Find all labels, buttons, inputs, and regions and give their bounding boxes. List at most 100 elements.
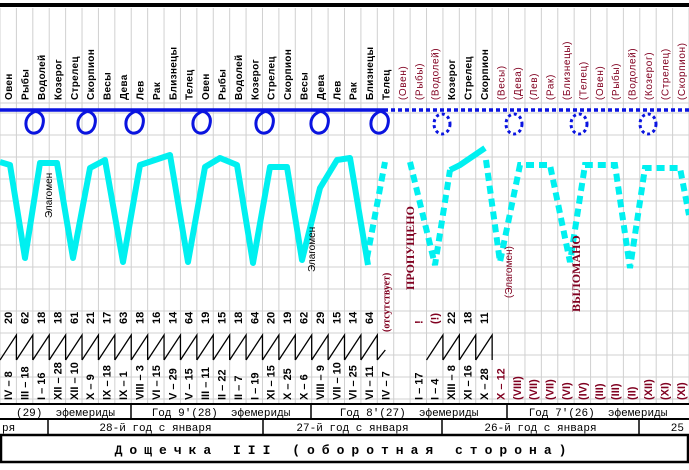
column-date: X – 9	[85, 374, 97, 400]
zigzag-segment	[311, 332, 329, 361]
column-date: (III)	[610, 383, 622, 400]
column-date: III – 11	[200, 367, 212, 400]
zigzag-segment	[147, 332, 165, 361]
zodiac-sign-label: (Стрелец)	[660, 48, 671, 100]
zodiac-sign-label: Скорпион	[480, 49, 491, 100]
zodiac-sign-label: Лев	[135, 80, 146, 100]
column-date: XI – 15	[266, 365, 278, 400]
zigzag-segment	[179, 332, 198, 361]
column-number: 18	[134, 312, 146, 324]
column-number: 63	[118, 312, 130, 324]
column-number: 61	[69, 312, 81, 324]
year-cell: 27-й год с января	[296, 423, 408, 435]
column-number: 20	[3, 312, 15, 324]
column-date: (VI)	[561, 382, 573, 400]
column-number: 16	[151, 312, 163, 324]
zodiac-sign-label: (Дева)	[513, 67, 524, 100]
column-date: (II)	[627, 386, 639, 400]
zodiac-sign-label: Телец	[382, 69, 393, 100]
wave-dashed	[483, 159, 689, 269]
column-date: VI – 11	[364, 366, 376, 400]
column-number: 62	[298, 312, 310, 324]
column-number: 18	[36, 312, 48, 324]
column-date: V – 15	[184, 368, 196, 400]
column-date: I – 4	[430, 378, 442, 400]
ephemerides-cell: Год 7'(26) эфемериды	[529, 407, 668, 420]
column-date: II – 7	[233, 376, 245, 400]
wave-solid	[0, 152, 371, 266]
column-number: 14	[167, 311, 179, 324]
column-number: !	[413, 320, 425, 324]
year-cell: ря	[2, 423, 15, 435]
zodiac-sign-label: (Рак)	[546, 74, 557, 100]
column-number: 18	[463, 312, 475, 324]
zodiac-sign-label: (Лев)	[529, 73, 540, 100]
column-date: VIII – 9	[315, 365, 327, 400]
loop-icon	[191, 108, 212, 135]
zigzag-segment	[360, 332, 378, 361]
column-date: (VIII)	[512, 376, 524, 400]
column-date: VIII – 3	[134, 365, 146, 400]
zodiac-sign-label: Дева	[316, 74, 327, 100]
zigzag-segment	[229, 332, 247, 361]
column-number: (отсутствует)	[382, 273, 393, 332]
column-date: I – 16	[36, 372, 48, 400]
zodiac-sign-label: Стрелец	[70, 56, 81, 100]
zodiac-sign-label: (Овен)	[398, 66, 409, 100]
loop-line	[0, 108, 689, 136]
bottom-table: (29) эфемериды Год 9'(28) эфемериды Год 8'…	[0, 403, 689, 464]
zodiac-sign-label: Весы	[299, 72, 310, 100]
ephemerides-cell: Год 9'(28) эфемериды	[152, 407, 291, 420]
column-date: VI – 25	[348, 365, 360, 400]
column-date: II – 22	[216, 369, 228, 400]
zodiac-sign-label: Скорпион	[86, 49, 97, 100]
column-number: 18	[52, 312, 64, 324]
zodiac-sign-label: Близнецы	[365, 47, 376, 100]
zigzag-segment	[196, 332, 214, 361]
zigzag-segment	[475, 332, 493, 361]
dotted-loop-icon	[432, 112, 452, 136]
zodiac-sign-label: Стрелец	[464, 56, 475, 100]
zodiac-sign-label: Рыбы	[216, 69, 228, 100]
column-number: 20	[266, 312, 278, 324]
column-date: XII – 10	[69, 362, 81, 400]
zodiac-sign-label: Дева	[119, 74, 130, 100]
column-date: IV – 8	[3, 371, 15, 400]
column-date: (III)	[594, 383, 606, 400]
column-number: 19	[200, 312, 212, 324]
zigzag-segment	[15, 332, 34, 361]
title-box	[0, 433, 689, 464]
zodiac-sign-label: Близнецы	[168, 47, 179, 100]
zodiac-sign-label: Скорпион	[283, 49, 294, 100]
zodiac-sign-label: Водолей	[37, 55, 48, 100]
wave-solid	[448, 145, 487, 173]
zodiac-sign-label: (Водолей)	[431, 48, 442, 100]
zodiac-sign-label: (Весы)	[496, 65, 507, 100]
zodiac-sign-label: Козерог	[250, 59, 261, 100]
zodiac-sign-label: Стрелец	[267, 56, 278, 100]
column-date: (VII)	[545, 379, 557, 400]
column-number: 29	[315, 312, 327, 324]
column-date: IX – 18	[102, 365, 114, 400]
column-date: (IV)	[577, 382, 589, 400]
column-date: (XII)	[643, 379, 655, 400]
zodiac-sign-label: (Скорпион)	[677, 42, 688, 100]
zodiac-sign-label: Овен	[4, 73, 15, 100]
zigzag-segment	[212, 332, 231, 361]
column-date: III – 18	[20, 366, 32, 400]
loop-icon	[76, 108, 97, 135]
column-date: XIII – 8	[446, 365, 458, 400]
column-date: VII – 10	[331, 362, 343, 400]
zodiac-sign-label: (Рыбы)	[610, 63, 622, 100]
zigzag-segment	[343, 332, 362, 361]
column-number: 18	[233, 312, 245, 324]
column-date: VI – 15	[151, 365, 163, 400]
column-number: 14	[348, 311, 360, 324]
dotted-loop-icon	[569, 112, 589, 136]
column-date: V – 29	[167, 368, 179, 400]
wave-dashed	[407, 161, 453, 266]
column-number: 15	[216, 312, 228, 324]
column-date: IX – 1	[118, 371, 130, 400]
date-row: IV – 8 III – 18 I – 16 XII – 28 XII – 10 X – …	[3, 362, 688, 400]
